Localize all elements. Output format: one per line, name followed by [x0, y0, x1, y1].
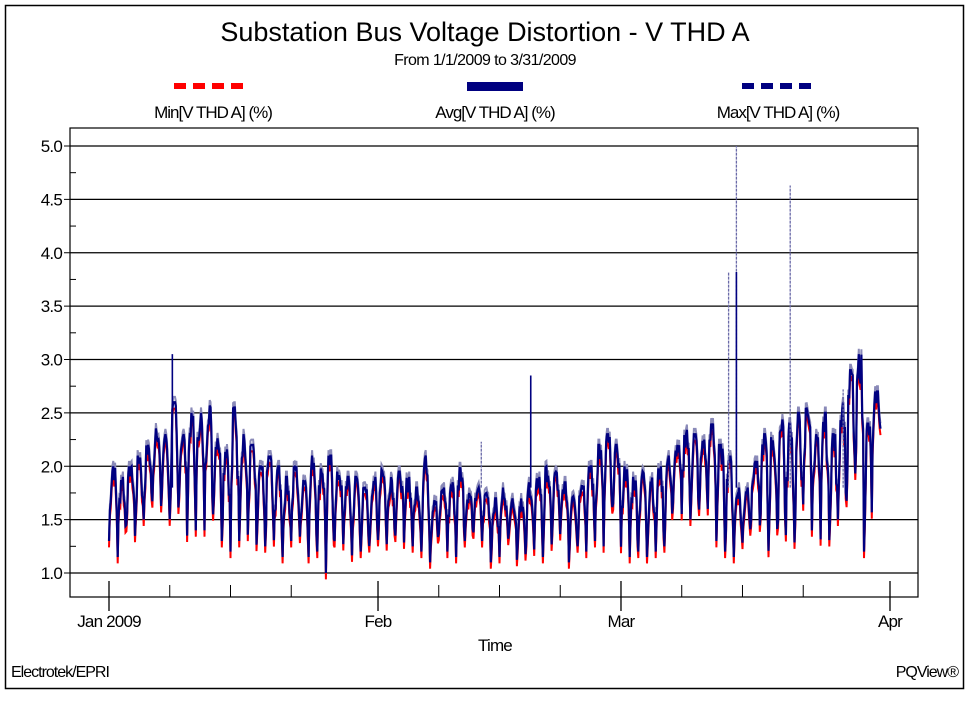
- x-tick-label: Jan 2009: [77, 612, 141, 631]
- legend-max-label: Max[V THD A] (%): [717, 103, 840, 122]
- series-avg-line: [107, 354, 882, 574]
- series-group: [107, 146, 882, 580]
- x-tick-label: Mar: [608, 612, 636, 631]
- chart-title: Substation Bus Voltage Distortion - V TH…: [220, 17, 749, 47]
- y-tick-label: 4.5: [41, 190, 63, 209]
- legend-avg: Avg[V THD A] (%): [435, 82, 556, 122]
- y-tick-label: 3.0: [41, 351, 63, 370]
- x-axis-label: Time: [478, 636, 512, 655]
- legend-min-label: Min[V THD A] (%): [154, 103, 272, 122]
- y-tick-label: 1.0: [41, 564, 63, 583]
- y-tick-label: 1.5: [41, 511, 63, 530]
- x-tick-label: Apr: [878, 612, 903, 631]
- legend-max-swatch: [742, 83, 811, 89]
- legend-min: Min[V THD A] (%): [154, 83, 273, 122]
- y-tick-label: 2.0: [41, 457, 63, 476]
- x-tick-label: Feb: [365, 612, 392, 631]
- legend-avg-swatch: [467, 82, 523, 91]
- legend: Min[V THD A] (%) Avg[V THD A] (%) Max[V …: [154, 82, 841, 122]
- y-tick-label: 4.0: [41, 244, 63, 263]
- y-tick-label: 2.5: [41, 404, 63, 423]
- footer-left: Electrotek/EPRI: [11, 664, 109, 681]
- legend-avg-label: Avg[V THD A] (%): [435, 103, 555, 122]
- y-axis: 1.0 1.5 2.0 2.5 3.0 3.5 4.0 4.5 5.0: [41, 137, 76, 583]
- legend-min-swatch: [174, 83, 243, 89]
- chart-subtitle: From 1/1/2009 to 3/31/2009: [394, 52, 577, 69]
- x-axis: Jan 2009 Feb Mar Apr: [77, 581, 904, 631]
- y-tick-label: 3.5: [41, 297, 63, 316]
- y-tick-label: 5.0: [41, 137, 63, 156]
- legend-max: Max[V THD A] (%): [717, 83, 841, 122]
- footer-right: PQView®: [896, 664, 960, 681]
